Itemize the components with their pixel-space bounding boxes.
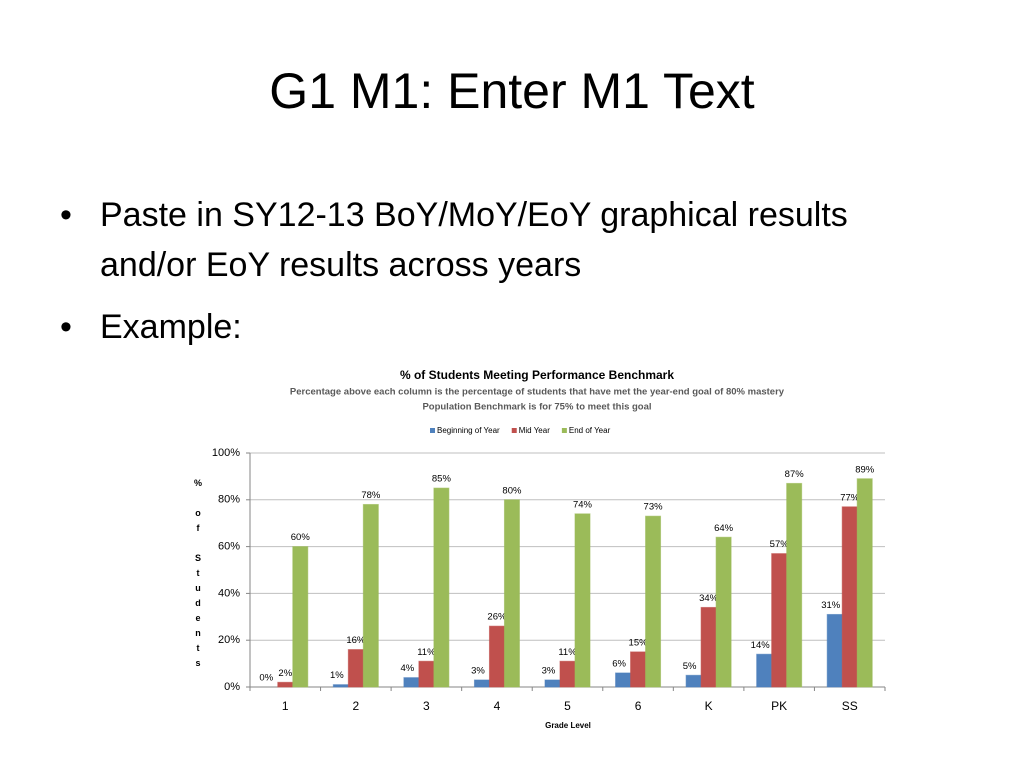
data-label: 3% xyxy=(542,665,556,676)
bar xyxy=(786,482,803,688)
y-tick-label: 100% xyxy=(212,447,240,459)
bar xyxy=(771,553,788,688)
data-label: 73% xyxy=(644,502,664,513)
y-axis-title: % of Students xyxy=(193,478,203,673)
bar xyxy=(559,660,576,688)
bar xyxy=(362,503,379,688)
bar xyxy=(332,684,349,688)
data-label: 4% xyxy=(401,663,415,674)
legend-label: Beginning of Year xyxy=(437,426,500,435)
bar xyxy=(544,679,561,688)
data-label: 31% xyxy=(821,600,841,611)
bar xyxy=(347,649,364,688)
y-tick-label: 40% xyxy=(218,587,240,599)
x-tick-label: 4 xyxy=(494,699,501,713)
bullet-text: Paste in SY12-13 BoY/MoY/EoY graphical r… xyxy=(100,196,848,284)
data-label: 5% xyxy=(683,661,697,672)
data-label: 77% xyxy=(840,492,860,503)
y-tick-label: 60% xyxy=(218,541,240,553)
legend-swatch xyxy=(430,428,435,433)
x-axis-title: Grade Level xyxy=(545,721,591,730)
legend-label: End of Year xyxy=(569,426,611,435)
bar xyxy=(277,681,294,688)
bar xyxy=(756,653,773,688)
x-tick-label: PK xyxy=(771,699,787,713)
bar xyxy=(645,515,662,688)
data-label: 0% xyxy=(259,673,273,684)
data-label: 6% xyxy=(612,658,626,669)
x-tick-label: SS xyxy=(842,699,858,713)
bar xyxy=(503,499,520,688)
data-label: 60% xyxy=(291,532,311,543)
bar xyxy=(841,506,858,688)
data-label: 34% xyxy=(699,593,719,604)
y-tick-label: 0% xyxy=(224,681,240,693)
data-label: 80% xyxy=(502,485,522,496)
data-label: 57% xyxy=(770,539,790,550)
x-tick-label: 2 xyxy=(352,699,359,713)
bar xyxy=(715,536,732,688)
legend-swatch xyxy=(511,428,517,433)
data-label: 87% xyxy=(785,469,805,480)
chart-title: % of Students Meeting Performance Benchm… xyxy=(400,368,674,382)
bar xyxy=(403,677,420,688)
slide-title: G1 M1: Enter M1 Text xyxy=(269,63,755,119)
bar xyxy=(473,679,490,688)
legend-label: Mid Year xyxy=(519,426,550,435)
x-tick-label: 3 xyxy=(423,699,430,713)
x-tick-label: 6 xyxy=(635,699,642,713)
data-label: 11% xyxy=(558,647,577,658)
bar xyxy=(418,660,435,688)
bar xyxy=(615,672,632,688)
bar xyxy=(685,674,702,688)
y-tick-label: 20% xyxy=(218,634,240,646)
bar xyxy=(488,625,505,688)
data-label: 11% xyxy=(417,647,436,658)
data-label: 26% xyxy=(487,612,507,623)
data-label: 78% xyxy=(361,490,381,501)
x-tick-label: K xyxy=(705,699,713,713)
bar xyxy=(433,487,450,688)
data-label: 14% xyxy=(751,640,771,651)
data-label: 2% xyxy=(278,668,292,679)
data-label: 74% xyxy=(573,499,593,510)
bullet-list: • Paste in SY12-13 BoY/MoY/EoY graphical … xyxy=(60,190,860,364)
bullet-text: Example: xyxy=(100,308,242,346)
data-label: 85% xyxy=(432,474,452,485)
bar xyxy=(630,651,647,688)
bullet: • Paste in SY12-13 BoY/MoY/EoY graphical … xyxy=(60,196,848,284)
data-label: 64% xyxy=(714,523,734,534)
data-label: 15% xyxy=(629,637,649,648)
bar xyxy=(292,546,309,688)
bar xyxy=(574,513,591,688)
bullet: • Example: xyxy=(60,308,242,346)
bar xyxy=(826,613,843,688)
x-tick-label: 1 xyxy=(282,699,289,713)
bar xyxy=(856,478,873,688)
data-label: 89% xyxy=(855,464,875,475)
chart-subtitle: Percentage above each column is the perc… xyxy=(290,387,785,398)
data-label: 1% xyxy=(330,670,344,681)
x-tick-label: 5 xyxy=(564,699,571,713)
data-label: 16% xyxy=(346,635,366,646)
legend-swatch xyxy=(561,428,567,433)
data-label: 3% xyxy=(471,665,485,676)
chart-subtitle: Population Benchmark is for 75% to meet … xyxy=(422,402,651,413)
y-tick-label: 80% xyxy=(218,494,240,506)
bar xyxy=(700,606,717,688)
